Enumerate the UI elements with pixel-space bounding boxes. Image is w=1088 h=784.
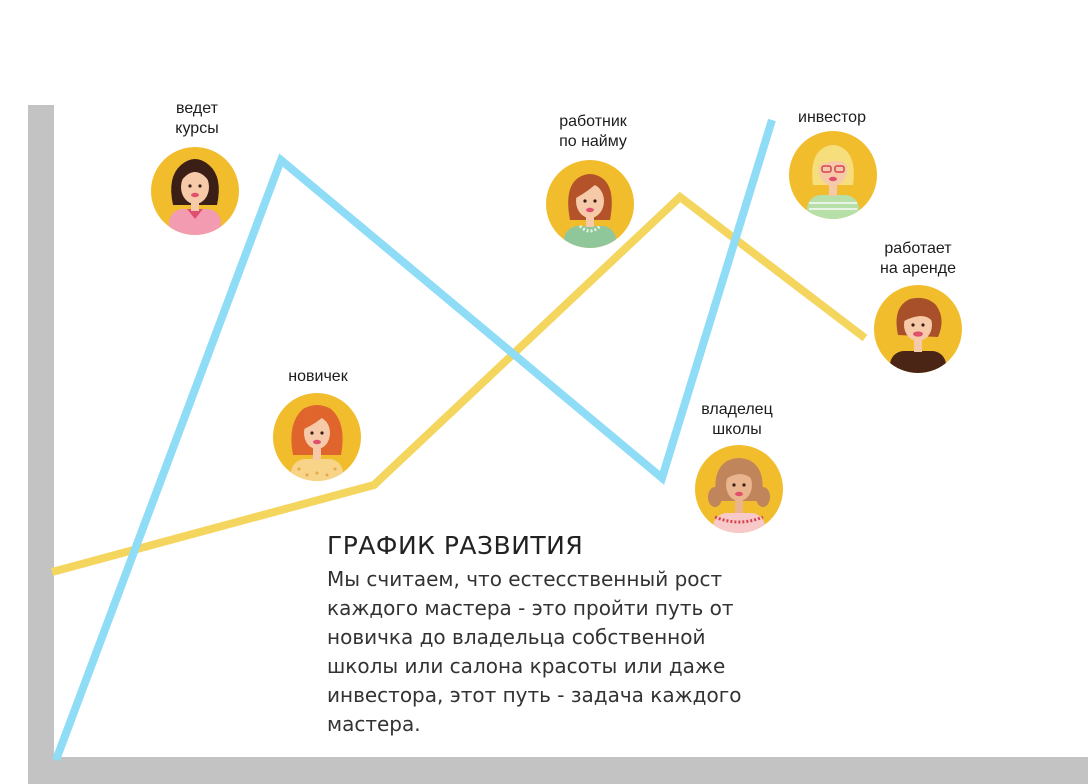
avatar-investor [789,131,877,219]
avatar-novice [273,393,361,481]
diagram-title: ГРАФИК РАЗВИТИЯ [327,531,584,560]
avatar-employee [546,160,634,248]
label-owner: владелец школы [701,401,773,438]
label-employee: работник по найму [559,113,627,150]
yellow-path-line [50,191,868,576]
label-courses: ведет курсы [175,100,219,137]
label-novice: новичек [288,368,348,385]
x-axis [28,757,1088,784]
blue-path-line [52,118,776,762]
y-axis [28,105,54,784]
label-investor: инвестор [798,109,866,126]
diagram-description: Мы считаем, что естесственный рост каждо… [327,567,742,736]
label-renter: работает на аренде [880,240,956,277]
avatar-renter [874,285,962,373]
avatar-owner [695,445,783,533]
avatar-courses [151,147,239,235]
